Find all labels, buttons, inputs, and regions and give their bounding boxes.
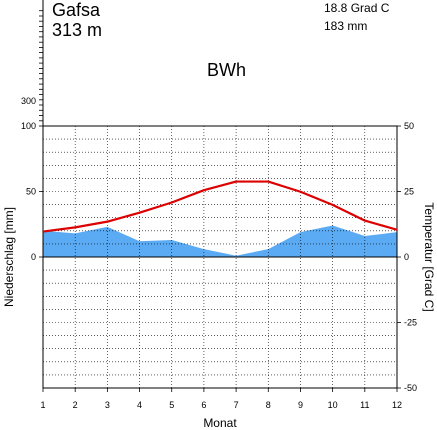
x-tick-label: 2 xyxy=(73,400,78,410)
precipitation-area xyxy=(43,225,397,257)
station-name: Gafsa xyxy=(52,0,101,20)
right-tick-label: -50 xyxy=(404,383,417,393)
annual-precipitation: 183 mm xyxy=(324,19,368,33)
temperature-line xyxy=(42,180,398,233)
x-tick-label: 11 xyxy=(360,400,369,410)
left-tick-label: 0 xyxy=(31,252,36,262)
x-axis-label: Monat xyxy=(203,416,237,430)
station-elevation: 313 m xyxy=(52,20,103,40)
y-axis-label-left: Niederschlag [mm] xyxy=(2,207,16,307)
y-axis-label-right: Temperatur [Grad C] xyxy=(422,202,436,311)
left-tick-label: 100 xyxy=(21,121,36,131)
x-tick-label: 7 xyxy=(234,400,239,410)
right-tick-label: -25 xyxy=(404,318,417,328)
x-tick-label: 6 xyxy=(201,400,206,410)
x-tick-label: 4 xyxy=(137,400,142,410)
x-tick-label: 10 xyxy=(328,400,338,410)
tick-label-300: 300 xyxy=(21,96,36,106)
x-tick-label: 3 xyxy=(105,400,110,410)
annual-mean-temperature: 18.8 Grad C xyxy=(324,1,390,15)
right-tick-label: 0 xyxy=(404,252,409,262)
right-tick-label: 50 xyxy=(404,121,414,131)
right-tick-label: 25 xyxy=(404,187,414,197)
left-tick-label: 50 xyxy=(26,187,36,197)
x-tick-label: 8 xyxy=(266,400,271,410)
x-tick-label: 12 xyxy=(392,400,402,410)
x-tick-label: 5 xyxy=(169,400,174,410)
climate-classification: BWh xyxy=(207,60,247,80)
x-tick-label: 9 xyxy=(298,400,303,410)
x-tick-label: 1 xyxy=(40,400,45,410)
